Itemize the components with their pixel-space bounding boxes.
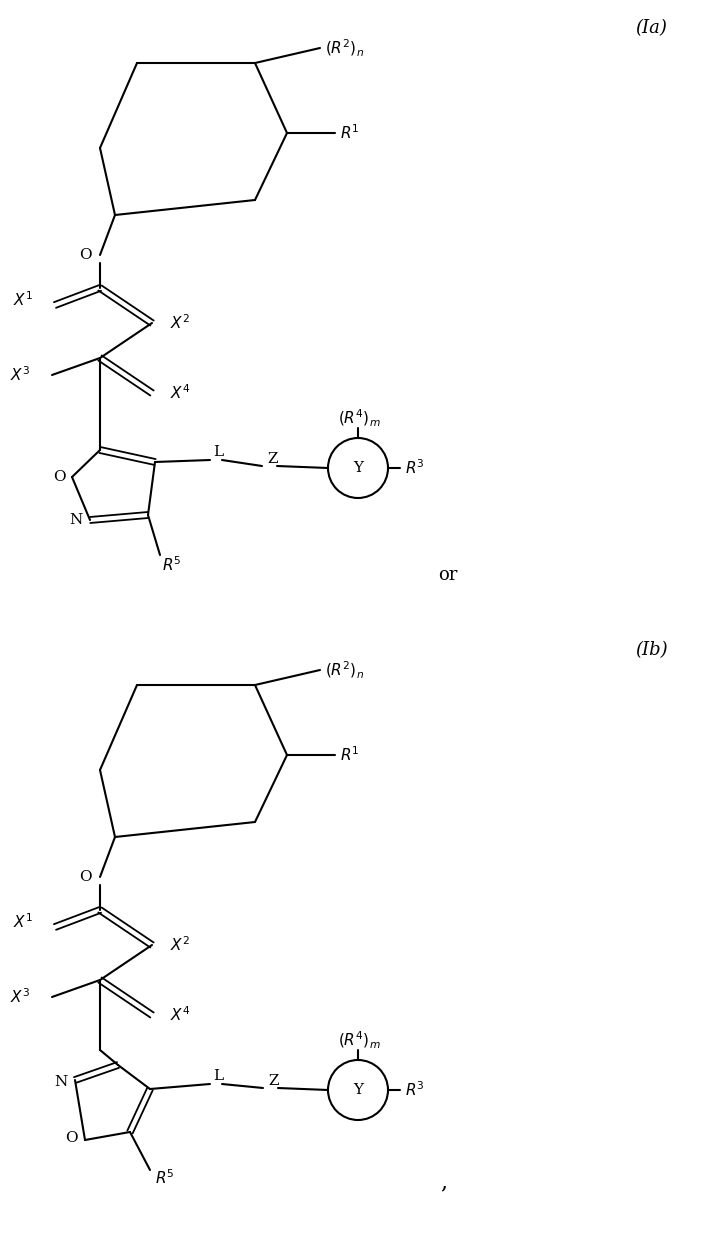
Text: $R^1$: $R^1$ xyxy=(340,745,360,764)
Text: $R^3$: $R^3$ xyxy=(405,1081,425,1100)
Text: Y: Y xyxy=(353,462,363,475)
Text: $X^4$: $X^4$ xyxy=(170,1005,190,1024)
Text: $X^4$: $X^4$ xyxy=(170,383,190,402)
Text: $(R^4)_m$: $(R^4)_m$ xyxy=(338,1030,381,1050)
Text: L: L xyxy=(213,445,223,459)
Text: $X^2$: $X^2$ xyxy=(170,313,190,332)
Text: $X^1$: $X^1$ xyxy=(13,291,33,310)
Text: Y: Y xyxy=(353,1084,363,1097)
Text: N: N xyxy=(70,513,83,527)
Text: $(R^4)_m$: $(R^4)_m$ xyxy=(338,408,381,428)
Text: O: O xyxy=(53,470,65,484)
Text: $X^2$: $X^2$ xyxy=(170,935,190,954)
Text: $X^3$: $X^3$ xyxy=(10,366,30,384)
Text: $X^3$: $X^3$ xyxy=(10,988,30,1006)
Text: ,: , xyxy=(440,1171,447,1193)
Text: $(R^2)_n$: $(R^2)_n$ xyxy=(325,37,364,58)
Text: L: L xyxy=(213,1069,223,1084)
Text: Z: Z xyxy=(267,452,277,466)
Text: $R^5$: $R^5$ xyxy=(155,1168,174,1187)
Text: $R^1$: $R^1$ xyxy=(340,123,360,142)
Text: O: O xyxy=(64,1131,77,1144)
Text: N: N xyxy=(54,1075,67,1088)
Text: O: O xyxy=(79,870,91,884)
Text: $X^1$: $X^1$ xyxy=(13,913,33,932)
Text: Z: Z xyxy=(268,1074,279,1088)
Text: $R^3$: $R^3$ xyxy=(405,459,425,478)
Text: $(R^2)_n$: $(R^2)_n$ xyxy=(325,659,364,680)
Text: or: or xyxy=(438,566,458,583)
Text: (Ia): (Ia) xyxy=(635,19,667,37)
Text: O: O xyxy=(79,248,91,262)
Text: (Ib): (Ib) xyxy=(635,641,668,659)
Text: $R^5$: $R^5$ xyxy=(162,556,182,575)
